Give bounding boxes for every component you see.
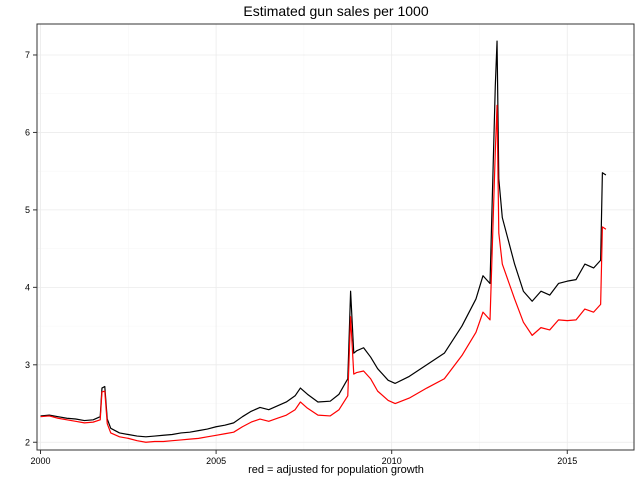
grid-lines — [37, 24, 634, 450]
series-layer — [40, 40, 607, 443]
x-tick-label: 2015 — [557, 456, 577, 466]
x-tick-label: 2005 — [206, 456, 226, 466]
y-tick-label: 7 — [25, 50, 30, 60]
series-line-1 — [40, 40, 607, 438]
y-tick-label: 6 — [25, 127, 30, 137]
y-tick-label: 4 — [25, 282, 30, 292]
y-axis: 2 3 4 5 6 7 — [25, 50, 37, 447]
y-tick-label: 5 — [25, 205, 30, 215]
x-tick-label: 2000 — [30, 456, 50, 466]
y-tick-label: 2 — [25, 437, 30, 447]
x-axis: 2000 2005 2010 2015 — [30, 450, 577, 466]
chart-title: Estimated gun sales per 1000 — [243, 3, 428, 19]
y-tick-label: 3 — [25, 360, 30, 370]
x-tick-label: 2010 — [382, 456, 402, 466]
x-axis-label: red = adjusted for population growth — [248, 464, 424, 476]
series-line-2 — [40, 104, 607, 443]
panel-border — [36, 23, 635, 451]
